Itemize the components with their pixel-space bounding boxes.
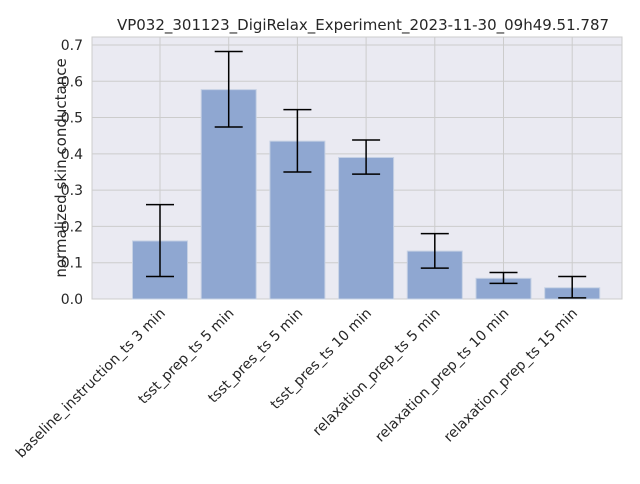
y-tick-label: 0.3 bbox=[61, 183, 83, 199]
y-tick-label: 0.4 bbox=[61, 147, 83, 163]
y-tick-label: 0.6 bbox=[61, 74, 83, 90]
x-tick-label: relaxation_prep_ts 5 min bbox=[310, 306, 444, 440]
x-tick-label: relaxation_prep_ts 15 min bbox=[441, 306, 581, 446]
y-tick-label: 0.0 bbox=[61, 292, 83, 308]
error-bar bbox=[214, 50, 243, 128]
error-bar bbox=[283, 108, 312, 173]
y-tick-label: 0.1 bbox=[61, 256, 83, 272]
error-bar bbox=[420, 232, 449, 269]
error-bars bbox=[146, 50, 587, 299]
bar bbox=[338, 156, 395, 300]
error-bar bbox=[489, 271, 518, 285]
x-tick-labels: baseline_instruction_ts 3 mintsst_prep_t… bbox=[13, 306, 581, 462]
x-tick-label: baseline_instruction_ts 3 min bbox=[13, 306, 169, 462]
y-axis-label: normalized skin conductance bbox=[52, 58, 70, 277]
y-tick-label: 0.7 bbox=[61, 38, 83, 54]
error-bar bbox=[146, 203, 174, 278]
error-bar bbox=[352, 139, 381, 175]
y-tick-labels: 0.0 0.1 0.2 0.3 0.4 0.5 0.6 0.7 bbox=[61, 38, 83, 308]
y-tick-label: 0.2 bbox=[61, 219, 83, 235]
chart-title: VP032_301123_DigiRelax_Experiment_2023-1… bbox=[117, 16, 609, 35]
y-tick-label: 0.5 bbox=[61, 111, 83, 127]
error-bar bbox=[558, 275, 587, 299]
x-tick-label: relaxation_prep_ts 10 min bbox=[372, 306, 512, 446]
